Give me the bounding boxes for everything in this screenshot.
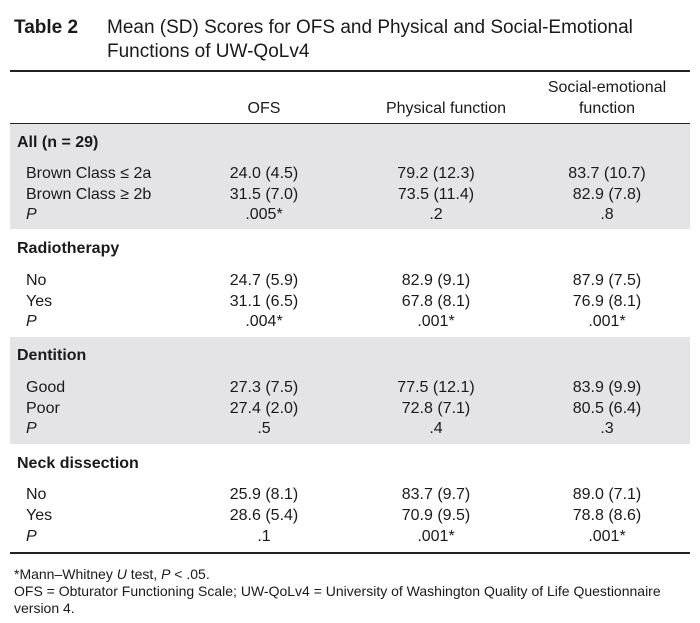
ofs-value: 27.4 (2.0)	[229, 400, 299, 417]
ofs-p-value: .004*	[245, 313, 283, 330]
physical-value: 67.8 (8.1)	[401, 293, 471, 310]
social-p-value: .001*	[588, 528, 626, 545]
table-row: Brown Class ≤ 2a 24.0 (4.5) 79.2 (12.3) …	[10, 163, 690, 184]
ofs-value: 31.1 (6.5)	[229, 293, 299, 310]
ofs-value: 28.6 (5.4)	[229, 507, 299, 524]
table-row-p: P .005* .2 .8	[10, 204, 690, 225]
physical-p-value: .2	[429, 206, 443, 223]
footnote-abbreviations: OFS = Obturator Functioning Scale; UW-Qo…	[14, 583, 661, 616]
physical-p-value: .001*	[417, 528, 455, 545]
row-label: Brown Class ≤ 2a	[26, 165, 152, 182]
top-rule	[10, 70, 690, 72]
ofs-p-value: .005*	[245, 206, 283, 223]
row-label: No	[26, 272, 47, 289]
p-label: P	[26, 420, 37, 437]
row-label: Yes	[26, 507, 53, 524]
ofs-value: 27.3 (7.5)	[229, 379, 299, 396]
social-value: 76.9 (8.1)	[572, 293, 642, 310]
social-value: 83.9 (9.9)	[572, 379, 642, 396]
column-header-social-line1: Social-emotional	[547, 79, 667, 96]
section-title: Radiotherapy	[17, 240, 120, 257]
social-value: 82.9 (7.8)	[572, 186, 642, 203]
physical-p-value: .4	[429, 420, 443, 437]
table-row: Yes 31.1 (6.5) 67.8 (8.1) 76.9 (8.1)	[10, 291, 690, 312]
section-band	[10, 337, 690, 444]
section-title: Neck dissection	[17, 455, 139, 472]
footnote-text: *Mann–Whitney	[14, 566, 117, 582]
footnote-text: test,	[126, 566, 162, 582]
social-value: 89.0 (7.1)	[572, 486, 642, 503]
physical-value: 72.8 (7.1)	[401, 400, 471, 417]
section-band	[10, 124, 690, 229]
physical-value: 79.2 (12.3)	[397, 165, 475, 182]
social-p-value: .3	[600, 420, 614, 437]
table-title: Mean (SD) Scores for OFS and Physical an…	[107, 17, 633, 62]
ofs-value: 24.7 (5.9)	[229, 272, 299, 289]
table-row: Brown Class ≥ 2b 31.5 (7.0) 73.5 (11.4) …	[10, 184, 690, 205]
footnote-italic-u: U	[116, 566, 127, 582]
p-label: P	[26, 313, 37, 330]
column-header-ofs: OFS	[247, 100, 281, 117]
bottom-rule	[10, 552, 690, 554]
ofs-value: 31.5 (7.0)	[229, 186, 299, 203]
table-footnotes: *Mann–Whitney U test, P < .05. OFS = Obt…	[14, 566, 686, 617]
table-label: Table 2	[14, 17, 79, 38]
row-label: Poor	[26, 400, 60, 417]
physical-p-value: .001*	[417, 313, 455, 330]
physical-value: 73.5 (11.4)	[397, 186, 475, 203]
social-p-value: .001*	[588, 313, 626, 330]
row-label: No	[26, 486, 47, 503]
ofs-p-value: .5	[257, 420, 271, 437]
table-row-p: P .004* .001* .001*	[10, 311, 690, 332]
social-value: 78.8 (8.6)	[572, 507, 642, 524]
social-value: 83.7 (10.7)	[568, 165, 646, 182]
row-label: Good	[26, 379, 66, 396]
column-header-social-line2: function	[578, 100, 636, 117]
table-row: Yes 28.6 (5.4) 70.9 (9.5) 78.8 (8.6)	[10, 505, 690, 526]
footnote-significance: *Mann–Whitney U test, P < .05.	[14, 566, 686, 583]
table-row-p: P .5 .4 .3	[10, 418, 690, 439]
table-row: Poor 27.4 (2.0) 72.8 (7.1) 80.5 (6.4)	[10, 398, 690, 419]
p-label: P	[26, 528, 37, 545]
footnote-text: < .05.	[170, 566, 210, 582]
header-rule	[10, 123, 690, 124]
physical-value: 82.9 (9.1)	[401, 272, 471, 289]
physical-value: 83.7 (9.7)	[401, 486, 471, 503]
section-title: Dentition	[17, 347, 87, 364]
column-header-physical: Physical function	[385, 100, 507, 117]
social-p-value: .8	[600, 206, 614, 223]
row-label: Yes	[26, 293, 53, 310]
physical-value: 77.5 (12.1)	[397, 379, 475, 396]
table-row: No 25.9 (8.1) 83.7 (9.7) 89.0 (7.1)	[10, 484, 690, 505]
table-row: Good 27.3 (7.5) 77.5 (12.1) 83.9 (9.9)	[10, 377, 690, 398]
column-header-social: Social-emotional function	[532, 77, 682, 119]
table-row-p: P .1 .001* .001*	[10, 526, 690, 547]
footnote-italic-p: P	[161, 566, 171, 582]
ofs-value: 24.0 (4.5)	[229, 165, 299, 182]
physical-value: 70.9 (9.5)	[401, 507, 471, 524]
ofs-p-value: .1	[257, 528, 271, 545]
ofs-value: 25.9 (8.1)	[229, 486, 299, 503]
social-value: 87.9 (7.5)	[572, 272, 642, 289]
row-label: Brown Class ≥ 2b	[26, 186, 152, 203]
p-label: P	[26, 206, 37, 223]
social-value: 80.5 (6.4)	[572, 400, 642, 417]
section-title: All (n = 29)	[17, 134, 99, 151]
table-row: No 24.7 (5.9) 82.9 (9.1) 87.9 (7.5)	[10, 270, 690, 291]
